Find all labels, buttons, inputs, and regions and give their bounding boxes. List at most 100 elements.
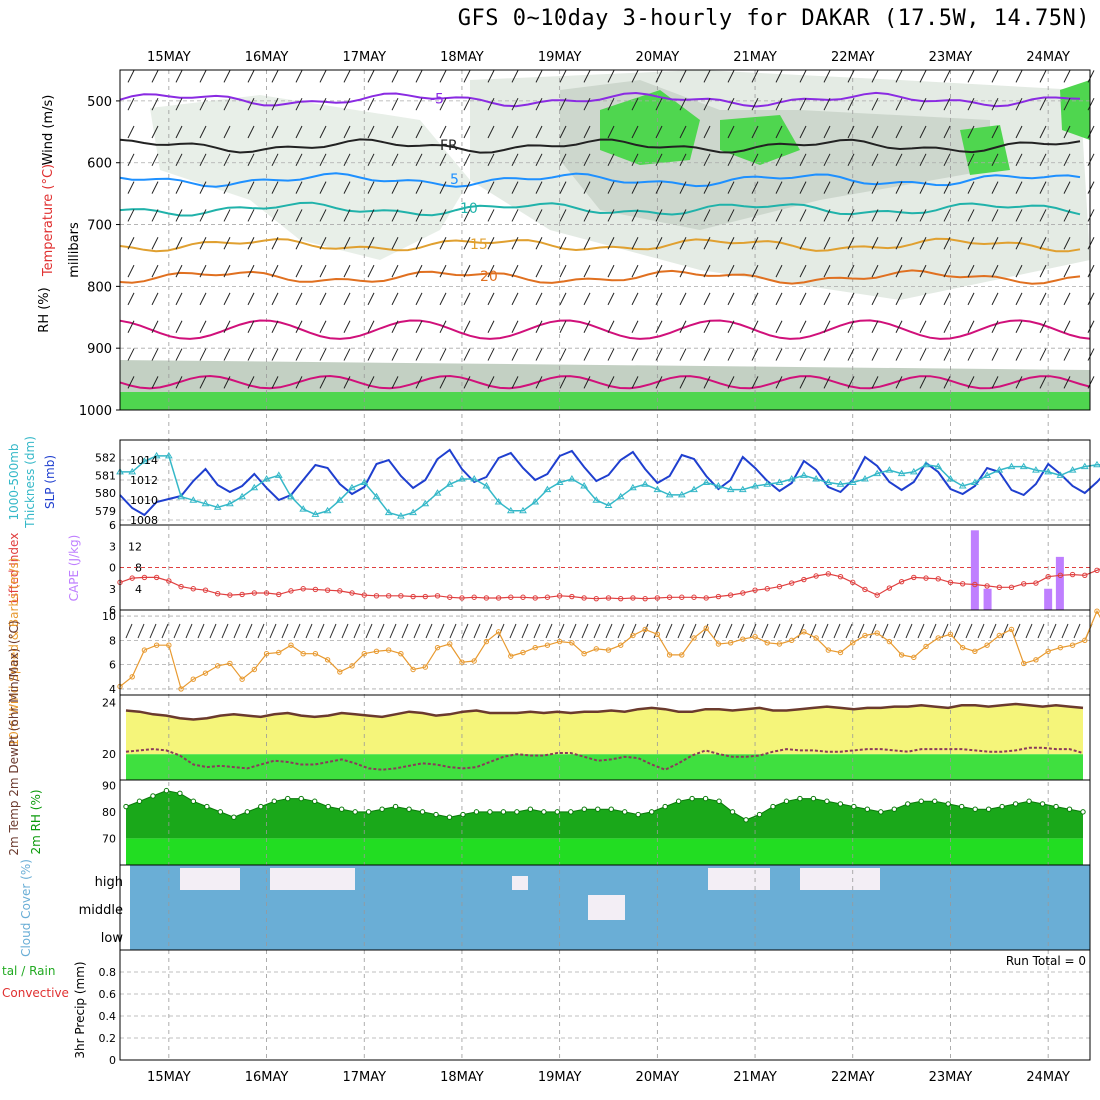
wind-barb (823, 320, 831, 333)
wind-barb (535, 348, 543, 361)
wind-barb (799, 125, 807, 139)
wind-barb (713, 623, 721, 639)
wind-barb (1015, 237, 1023, 250)
wind-speed-marker (410, 666, 416, 673)
wind-barb (151, 237, 159, 250)
wind-speed-marker (1069, 642, 1076, 648)
thickness-marker (274, 471, 283, 478)
temperature-contour (119, 237, 1081, 253)
wind-barb (199, 237, 207, 250)
wind-barb (631, 264, 639, 278)
wind-barb (1037, 623, 1045, 639)
wind-barb (593, 623, 601, 639)
date-label-bottom: 20MAY (636, 1070, 680, 1085)
rh-marker (905, 801, 911, 807)
wind-barb (439, 153, 447, 167)
wind-barb (799, 237, 807, 250)
wind-barb (703, 348, 711, 361)
lifted-index-marker (679, 594, 685, 600)
wind-barb (967, 264, 975, 278)
date-label-top: 21MAY (733, 50, 777, 65)
wind-barb (799, 209, 807, 222)
wind-barb (943, 209, 951, 222)
rh-marker (729, 809, 736, 815)
wind-speed-marker (459, 659, 465, 665)
lifted-index-marker (288, 588, 294, 594)
wind-barb (367, 125, 375, 139)
wind-barb (751, 320, 759, 333)
rh-marker (1080, 809, 1086, 815)
wind-barb (151, 348, 159, 361)
thickness-marker (262, 475, 271, 482)
thickness-marker (397, 512, 405, 519)
rh-marker (932, 798, 938, 804)
rh-marker (635, 811, 641, 818)
thickness-marker (922, 460, 930, 468)
wind-barb (1001, 623, 1009, 639)
wind-barb (391, 70, 399, 83)
rh-marker (675, 798, 682, 804)
wind-barb (247, 70, 255, 83)
wind-speed-marker (556, 638, 563, 645)
rh-marker (433, 811, 439, 818)
lifted-index-marker (825, 571, 832, 577)
y-tick-label: 1012 (130, 474, 158, 487)
wind-barb (127, 181, 135, 194)
wind-speed-marker (923, 643, 929, 650)
wind-barb (785, 623, 793, 639)
wind-barb (1063, 237, 1071, 250)
wind-barb (391, 292, 399, 306)
wind-speed-marker (215, 663, 221, 669)
wind-barb (415, 237, 423, 250)
wind-barb (295, 237, 303, 250)
rh-marker (379, 806, 385, 812)
y-tick-label: 580 (95, 487, 116, 500)
wind-barb (823, 237, 831, 250)
wind-barb (1039, 348, 1047, 361)
wind-barb (223, 125, 231, 139)
lifted-index-marker (850, 579, 856, 586)
contour-label: 15 (470, 237, 488, 253)
wind-barb (319, 320, 327, 333)
lifted-index-marker (251, 590, 258, 596)
lifted-index-marker (556, 593, 563, 599)
wind-barb (895, 376, 903, 389)
wind-speed-marker (178, 686, 184, 692)
rh-marker (487, 809, 493, 815)
thickness-marker (983, 471, 991, 478)
wind-barb (799, 376, 807, 389)
wind-barb (487, 70, 495, 83)
temperature-contour (119, 91, 1081, 108)
wind-barb (271, 209, 279, 222)
wind-barb (943, 153, 951, 167)
wind-barb (751, 264, 759, 278)
wind-barb (487, 264, 495, 278)
wind-barb (125, 623, 133, 639)
wind-barb (583, 70, 591, 83)
wind-barb (271, 97, 279, 111)
wind-barb (271, 153, 279, 167)
thickness-marker (299, 505, 308, 512)
wind-barb (271, 125, 279, 139)
wind-barb (367, 237, 375, 250)
wind-barb (391, 320, 399, 333)
wind-barb (367, 348, 375, 361)
lifted-index-marker (727, 592, 734, 598)
wind-speed-marker (1008, 626, 1015, 633)
wind-barb (559, 125, 567, 139)
wind-barb (823, 264, 831, 278)
rh-marker (231, 814, 237, 820)
wind-barb (199, 264, 207, 278)
rh-marker (406, 806, 412, 812)
wind-barb (1087, 237, 1095, 250)
wind-barb (415, 348, 423, 361)
wind-speed-marker (239, 676, 245, 682)
wind-barb (367, 70, 375, 83)
lifted-index-marker (654, 595, 661, 601)
wind-barb (401, 623, 409, 639)
lifted-index-marker (837, 574, 844, 580)
wind-barb (223, 264, 231, 278)
wind-speed-marker (825, 647, 832, 653)
wind-barb (319, 181, 327, 194)
